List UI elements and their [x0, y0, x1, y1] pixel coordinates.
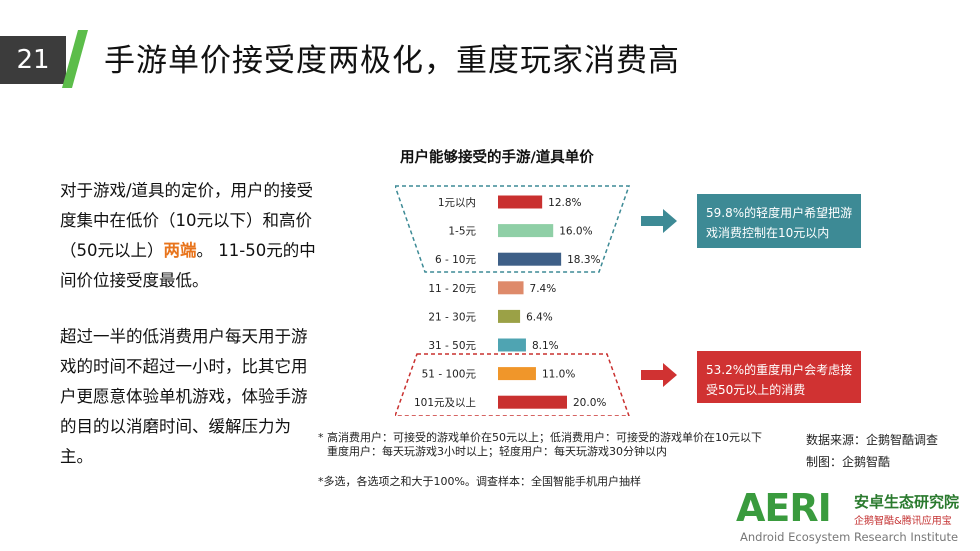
made-by-line: 制图：企鹅智酷 — [806, 455, 891, 469]
bar — [498, 309, 521, 323]
value-label: 16.0% — [559, 226, 592, 238]
category-label: 101元及以上 — [414, 397, 476, 409]
price-acceptance-chart: 1元以内 12.8% 1-5元 16.0% 6 - 10元 18.3% 11 - 20元 7.… — [395, 185, 631, 416]
paragraph-2: 超过一半的低消费用户每天用于游戏的时间不超过一小时，比其它用户更愿意体验单机游戏… — [60, 327, 308, 466]
bar — [498, 395, 567, 409]
logo-cn-sub: 企鹅智酷&腾讯应用宝 — [854, 516, 952, 527]
bar — [498, 195, 543, 209]
value-label: 12.8% — [548, 197, 581, 209]
category-label: 31 - 50元 — [428, 340, 476, 352]
bar — [498, 367, 536, 381]
paragraph-1: 对于游戏/道具的定价，用户的接受度集中在低价（10元以下）和高价（50元以上）两… — [60, 181, 316, 290]
category-label: 11 - 20元 — [428, 283, 476, 295]
high-price-group-outline — [395, 353, 630, 416]
value-label: 11.0% — [542, 369, 575, 381]
bar — [498, 252, 562, 266]
source-line: 数据来源：企鹅智酷调查 — [806, 433, 939, 447]
heavy-user-callout: 53.2%的重度用户会考虑接受50元以上的消费 — [697, 351, 861, 403]
footnote-usage-definition: 重度用户：每天玩游戏3小时以上；轻度用户：每天玩游戏30分钟以内 — [327, 445, 667, 458]
body-text: 对于游戏/道具的定价，用户的接受度集中在低价（10元以下）和高价（50元以上）两… — [60, 176, 322, 498]
arrow-right-icon — [641, 363, 677, 387]
value-label: 8.1% — [532, 340, 559, 352]
category-label: 6 - 10元 — [435, 254, 477, 266]
arrow-right-icon — [641, 209, 677, 233]
bar — [498, 224, 554, 238]
page-title: 手游单价接受度两极化，重度玩家消费高 — [104, 43, 680, 79]
slash-decoration — [62, 30, 88, 88]
category-label: 1元以内 — [438, 196, 476, 209]
slide-number: 21 — [0, 36, 66, 84]
highlight-text: 两端 — [163, 241, 197, 260]
category-label: 51 - 100元 — [422, 369, 477, 381]
category-label: 21 - 30元 — [428, 311, 476, 323]
low-price-group-outline — [395, 185, 631, 273]
value-label: 7.4% — [530, 283, 557, 295]
bar — [498, 338, 526, 352]
logo-cn-name: 安卓生态研究院 — [854, 493, 960, 511]
logo-en-name: Android Ecosystem Research Institute — [740, 530, 959, 544]
category-label: 1-5元 — [448, 226, 476, 238]
bar — [498, 281, 524, 295]
light-user-callout: 59.8%的轻度用户希望把游戏消费控制在10元以内 — [697, 194, 861, 248]
value-label: 18.3% — [567, 254, 600, 266]
logo-wordmark: AERI — [736, 486, 832, 530]
value-label: 6.4% — [526, 311, 553, 323]
chart-title: 用户能够接受的手游/道具单价 — [400, 150, 594, 166]
data-source: 数据来源：企鹅智酷调查 制图：企鹅智酷 — [806, 429, 938, 473]
aeri-logo: AERI 安卓生态研究院 企鹅智酷&腾讯应用宝 Android Ecosyste… — [736, 488, 980, 551]
footnote-sample: *多选，各选项之和大于100%。调查样本：全国智能手机用户抽样 — [318, 475, 641, 488]
value-label: 20.0% — [573, 397, 606, 409]
footnote-user-definition: * 高消费用户：可接受的游戏单价在50元以上；低消费用户：可接受的游戏单价在10… — [318, 431, 762, 444]
